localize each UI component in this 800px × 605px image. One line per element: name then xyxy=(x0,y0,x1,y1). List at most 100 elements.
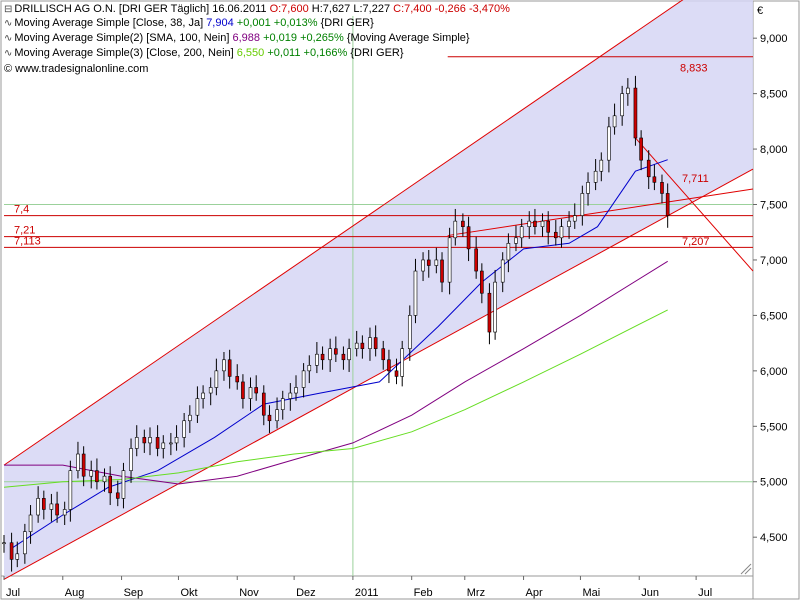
y-tick-label: 8,500 xyxy=(760,89,788,101)
channel-lower-line xyxy=(3,168,754,580)
price-candle xyxy=(121,470,126,499)
price-candle xyxy=(182,420,186,438)
price-candle xyxy=(241,381,245,399)
price-candle xyxy=(261,392,266,416)
price-candle xyxy=(612,115,617,128)
legend-ma38-source: {DRI GER} xyxy=(320,17,374,29)
legend-ma200-label: Moving Average Simple(3) [Close, 200, Ne… xyxy=(14,47,234,59)
price-candle xyxy=(347,348,351,361)
price-candle xyxy=(394,370,399,377)
price-candle xyxy=(15,553,20,560)
price-candle xyxy=(23,531,27,555)
price-candle xyxy=(208,387,213,394)
price-candle xyxy=(599,159,604,172)
price-candle xyxy=(586,182,590,194)
price-candle xyxy=(373,337,378,349)
price-candle xyxy=(254,387,258,394)
price-candle xyxy=(9,542,14,560)
resize-grip-icon xyxy=(740,563,752,575)
price-candle xyxy=(280,398,285,410)
price-candle xyxy=(155,437,160,449)
resistance-line xyxy=(635,137,754,272)
price-candle xyxy=(108,475,112,494)
price-candle xyxy=(607,126,611,161)
level-label: 7,21 xyxy=(14,225,35,237)
price-candle xyxy=(267,414,272,422)
x-tick-label: Sep xyxy=(124,587,144,599)
price-candle xyxy=(593,170,598,183)
price-candle xyxy=(533,220,537,227)
legend-ma38: ∿ Moving Average Simple [Close, 38, Ja] 7… xyxy=(4,17,374,30)
price-candle xyxy=(81,453,86,477)
price-candle xyxy=(559,226,564,239)
price-candle xyxy=(421,259,425,272)
price-candle xyxy=(360,342,365,349)
legend-ma38-label: Moving Average Simple [Close, 38, Ja] xyxy=(14,17,204,29)
header-change-pct: -3,470% xyxy=(468,3,510,15)
legend-ma38-delta-pct: +0,013% xyxy=(273,17,318,29)
line-icon: ∿ xyxy=(4,33,13,44)
y-tick-label: 5,000 xyxy=(760,477,788,489)
price-candle xyxy=(354,342,359,349)
price-candle xyxy=(201,392,205,399)
legend-ma100: ∿ Moving Average Simple(2) [SMA, 100, Nei… xyxy=(4,32,470,45)
price-candle xyxy=(580,193,585,216)
price-candle xyxy=(519,226,524,239)
x-tick-label: Jun xyxy=(641,587,659,599)
y-tick-label: 8,000 xyxy=(760,144,788,156)
price-candle xyxy=(546,220,551,233)
price-candle xyxy=(527,220,532,227)
price-candle xyxy=(426,259,431,266)
price-candle xyxy=(500,259,505,283)
price-candle xyxy=(434,259,439,266)
price-candle xyxy=(169,442,173,445)
trend-line-mid xyxy=(447,188,754,237)
header-open: O:7,600 xyxy=(269,3,309,15)
price-candle xyxy=(195,398,200,416)
legend-ma200-delta-pct: +0,166% xyxy=(303,47,348,59)
price-candle xyxy=(62,509,67,516)
level-label: 7,113 xyxy=(14,235,41,247)
price-candle xyxy=(480,270,484,294)
y-tick-label: 7,000 xyxy=(760,255,788,267)
price-candle xyxy=(487,292,492,333)
legend-ma200: ∿ Moving Average Simple(3) [Close, 200, N… xyxy=(4,47,404,60)
price-candle xyxy=(400,348,405,377)
price-candle xyxy=(626,87,630,94)
price-candle xyxy=(161,442,166,449)
price-candle xyxy=(55,503,59,516)
price-candle xyxy=(49,503,54,510)
price-candle xyxy=(68,470,73,510)
price-candle xyxy=(315,353,319,366)
price-candle xyxy=(620,93,624,117)
price-candle xyxy=(474,248,478,272)
line-icon: ∿ xyxy=(4,48,13,59)
legend-ma38-value: 7,904 xyxy=(206,17,234,29)
x-tick-label: Apr xyxy=(526,587,543,599)
x-tick-label: Aug xyxy=(65,587,85,599)
price-candle xyxy=(639,137,643,161)
price-candle xyxy=(235,376,240,383)
price-candle xyxy=(307,365,312,372)
price-candle xyxy=(2,542,6,545)
x-tick-label: Jul xyxy=(6,587,20,599)
x-tick-label: Dez xyxy=(296,587,316,599)
price-candle xyxy=(493,281,497,333)
y-tick-label: 9,000 xyxy=(760,33,788,45)
price-candle xyxy=(28,514,33,532)
x-tick-label: Nov xyxy=(239,587,259,599)
price-candle xyxy=(461,220,465,227)
legend-ma200-source: {DRI GER} xyxy=(350,47,404,59)
price-candle xyxy=(440,259,444,283)
chart-type-icon: ⊟ xyxy=(4,4,13,15)
price-candle xyxy=(660,182,664,194)
price-candle xyxy=(227,359,232,377)
price-candle xyxy=(36,498,40,516)
price-candle xyxy=(115,492,120,499)
price-candle xyxy=(174,437,179,444)
price-candle xyxy=(387,359,391,372)
x-tick-label: Feb xyxy=(414,587,433,599)
header-date: 16.06.2011 xyxy=(212,3,267,15)
